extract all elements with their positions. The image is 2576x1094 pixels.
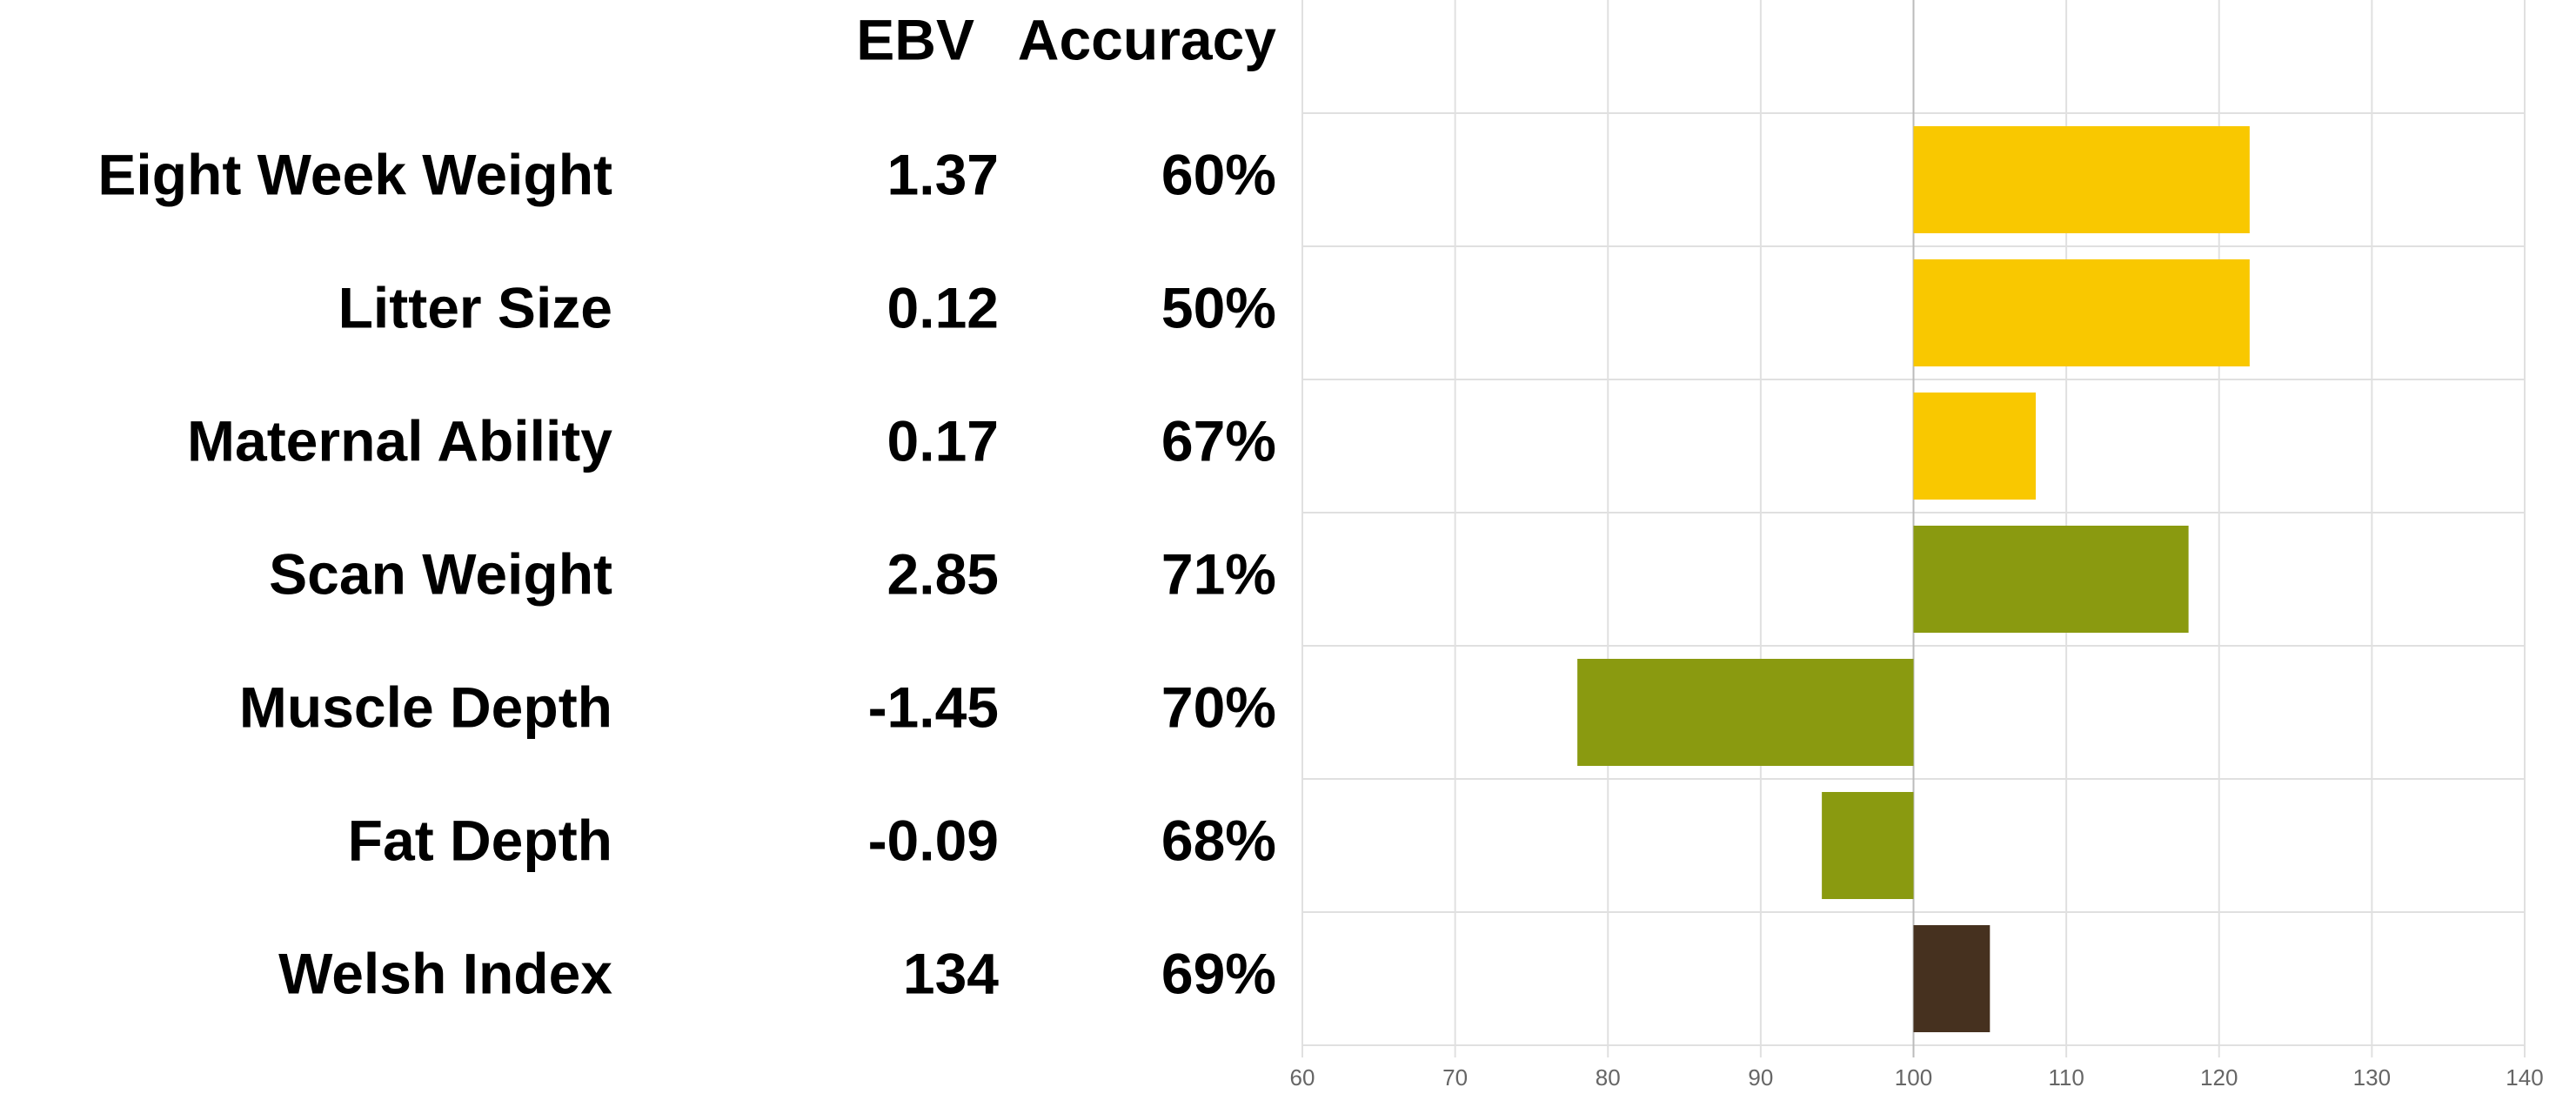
ebv-value: 2.85	[887, 541, 999, 606]
accuracy-value: 67%	[1161, 408, 1276, 473]
x-tick-label: 140	[2506, 1064, 2543, 1091]
accuracy-value: 50%	[1161, 275, 1276, 339]
bar	[1822, 792, 1914, 899]
bar	[1913, 259, 2250, 366]
bar	[1913, 393, 2036, 500]
trait-label: Maternal Ability	[187, 408, 612, 473]
x-tick-label: 130	[2353, 1064, 2391, 1091]
x-tick-label: 100	[1895, 1064, 1932, 1091]
bar	[1913, 126, 2250, 233]
trait-label: Litter Size	[338, 275, 612, 339]
x-tick-label: 90	[1748, 1064, 1773, 1091]
accuracy-value: 60%	[1161, 142, 1276, 206]
bar	[1913, 925, 1991, 1032]
x-tick-label: 120	[2200, 1064, 2238, 1091]
accuracy-value: 68%	[1161, 808, 1276, 872]
accuracy-value: 70%	[1161, 675, 1276, 739]
column-header: EBV	[856, 7, 974, 71]
trait-label: Fat Depth	[348, 808, 612, 872]
accuracy-value: 69%	[1161, 941, 1276, 1005]
bar	[1577, 659, 1914, 766]
x-tick-label: 60	[1290, 1064, 1315, 1091]
bar	[1913, 526, 2189, 633]
column-header: Accuracy	[1018, 7, 1276, 71]
ebv-value: 0.12	[887, 275, 999, 339]
accuracy-value: 71%	[1161, 541, 1276, 606]
x-tick-label: 110	[2048, 1064, 2084, 1091]
ebv-value: 1.37	[887, 142, 999, 206]
ebv-value: 0.17	[887, 408, 999, 473]
trait-label: Muscle Depth	[239, 675, 612, 739]
ebv-value: -0.09	[868, 808, 999, 872]
x-tick-label: 80	[1596, 1064, 1621, 1091]
trait-label: Eight Week Weight	[97, 142, 612, 206]
trait-label: Welsh Index	[278, 941, 612, 1005]
ebv-value: 134	[903, 941, 999, 1005]
ebv-value: -1.45	[868, 675, 999, 739]
trait-label: Scan Weight	[269, 541, 612, 606]
x-tick-label: 70	[1442, 1064, 1468, 1091]
